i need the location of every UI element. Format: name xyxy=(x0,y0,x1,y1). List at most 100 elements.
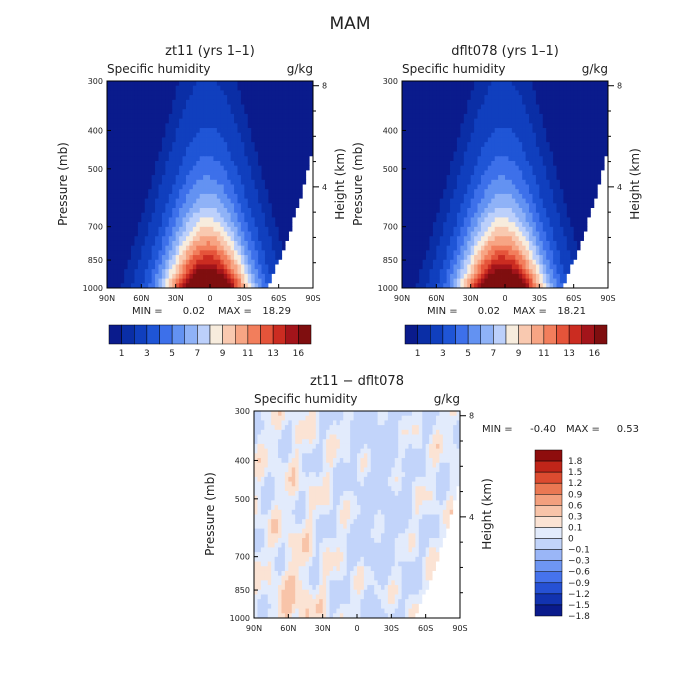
heatmap-cell xyxy=(436,113,441,120)
heatmap-cell xyxy=(463,81,468,87)
heatmap-cell xyxy=(175,170,180,176)
heatmap-cell xyxy=(577,146,581,152)
heatmap-cell xyxy=(474,208,478,214)
heatmap-cell xyxy=(220,273,225,279)
heatmap-cell xyxy=(580,198,585,204)
heatmap-cell xyxy=(234,104,238,110)
heatmap-cell xyxy=(275,104,280,110)
heatmap-cell xyxy=(247,250,252,256)
heatmap-cell xyxy=(251,226,256,232)
heatmap-cell xyxy=(419,142,423,148)
heatmap-cell xyxy=(446,165,451,171)
heatmap-cell xyxy=(453,179,458,185)
heatmap-cell xyxy=(604,137,609,143)
heatmap-cell xyxy=(223,208,228,214)
heatmap-cell xyxy=(508,142,513,148)
heatmap-cell xyxy=(251,217,256,223)
heatmap-cell xyxy=(271,226,276,232)
heatmap-cell xyxy=(189,179,194,185)
heatmap-cell xyxy=(456,226,461,232)
heatmap-cell xyxy=(199,104,204,110)
heatmap-cell xyxy=(288,240,293,247)
heatmap-cell xyxy=(508,170,513,176)
heatmap-cell xyxy=(587,156,592,162)
heatmap-cell xyxy=(415,175,420,181)
heatmap-cell xyxy=(155,128,159,134)
heatmap-cell xyxy=(285,113,290,120)
heatmap-cell xyxy=(542,212,547,218)
heatmap-cell xyxy=(583,245,588,251)
heatmap-cell xyxy=(124,113,128,120)
heatmap-cell xyxy=(216,283,221,289)
heatmap-cell xyxy=(210,278,214,284)
heatmap-cell xyxy=(522,109,526,115)
x-tick-label: 30N xyxy=(168,294,184,303)
heatmap-cell xyxy=(436,146,441,152)
heatmap-cell xyxy=(172,231,177,237)
heatmap-cell xyxy=(295,264,300,270)
heatmap-cell xyxy=(498,85,502,91)
heatmap-cell xyxy=(175,81,180,87)
heatmap-cell xyxy=(467,165,472,171)
heatmap-cell xyxy=(402,245,406,251)
heatmap-cell xyxy=(295,118,300,124)
heatmap-cell xyxy=(127,198,132,204)
heatmap-cell xyxy=(549,189,554,195)
heatmap-cell xyxy=(518,212,523,218)
heatmap-cell xyxy=(251,236,256,242)
heatmap-cell xyxy=(158,198,163,204)
heatmap-cell xyxy=(529,90,533,96)
heatmap-cell xyxy=(282,217,286,223)
heatmap-cell xyxy=(247,137,252,143)
heatmap-cell xyxy=(467,104,472,110)
heatmap-cell xyxy=(155,85,159,91)
heatmap-cell xyxy=(282,283,286,289)
heatmap-cell xyxy=(309,123,314,129)
heatmap-cell xyxy=(508,231,513,237)
heatmap-cell xyxy=(189,156,194,162)
heatmap-cell xyxy=(453,255,458,261)
heatmap-cell xyxy=(583,184,588,190)
heatmap-cell xyxy=(203,226,207,232)
heatmap-cell xyxy=(137,269,142,275)
heatmap-cell xyxy=(525,255,530,261)
heatmap-cell xyxy=(306,250,310,256)
heatmap-cell xyxy=(206,99,211,105)
heatmap-cell xyxy=(408,151,413,157)
heatmap-cell xyxy=(192,212,197,218)
heatmap-cell xyxy=(525,184,530,190)
heatmap-cell xyxy=(127,142,132,148)
heatmap-cell xyxy=(213,90,218,96)
heatmap-cell xyxy=(134,165,139,171)
heatmap-cell xyxy=(529,123,533,129)
heatmap-cell xyxy=(306,203,310,209)
y-tick-label: 500 xyxy=(88,165,103,174)
heatmap-cell xyxy=(477,99,482,105)
heatmap-cell xyxy=(405,109,410,115)
heatmap-cell xyxy=(278,85,283,91)
heatmap-cell xyxy=(158,156,163,162)
heatmap-cell xyxy=(244,146,249,152)
heatmap-cell xyxy=(107,160,111,167)
heatmap-cell xyxy=(292,240,297,247)
heatmap-cell xyxy=(220,104,225,110)
heatmap-cell xyxy=(580,189,585,195)
heatmap-cell xyxy=(477,137,482,143)
heatmap-cell xyxy=(412,240,417,247)
heatmap-cell xyxy=(450,184,454,190)
heatmap-cell xyxy=(275,132,280,138)
heatmap-cell xyxy=(515,231,520,237)
heatmap-cell xyxy=(230,137,235,143)
heatmap-cell xyxy=(419,165,423,171)
heatmap-cell xyxy=(292,170,297,176)
heatmap-cell xyxy=(501,184,506,190)
heatmap-cell xyxy=(491,217,496,223)
heatmap-cell xyxy=(107,236,111,242)
heatmap-cell xyxy=(515,85,520,91)
heatmap-cell xyxy=(470,212,475,218)
heatmap-cell xyxy=(137,90,142,96)
heatmap-cell xyxy=(206,113,211,120)
heatmap-cell xyxy=(590,240,595,247)
heatmap-cell xyxy=(402,151,406,157)
heatmap-cell xyxy=(429,81,434,87)
